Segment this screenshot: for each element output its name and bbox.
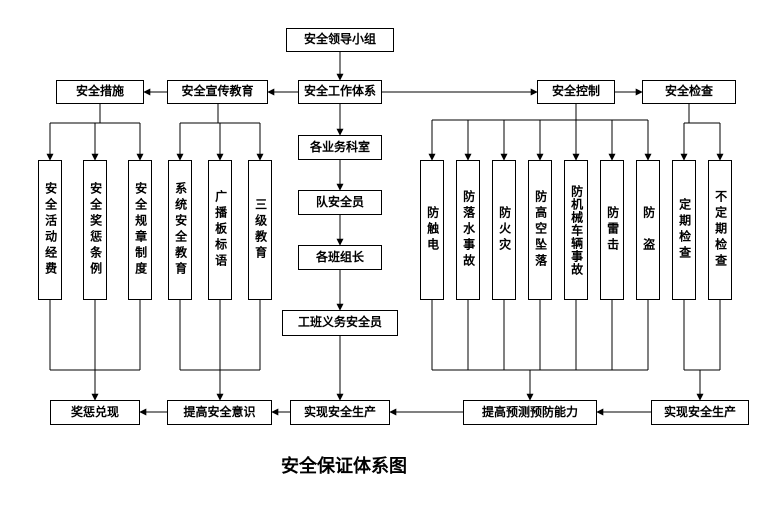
node-check: 安全检查: [642, 80, 736, 104]
node-bottom-2: 提高安全意识: [167, 400, 272, 425]
leaf-e1: 定期检查: [672, 160, 696, 300]
leaf-m2: 安全奖惩条例: [83, 160, 107, 300]
node-center-4: 工班义务安全员: [282, 310, 398, 336]
node-control: 安全控制: [537, 80, 615, 104]
node-propaganda: 安全宣传教育: [167, 80, 268, 104]
leaf-d5: 防机械车辆事故: [564, 160, 588, 300]
leaf-e2: 不定期检查: [708, 160, 732, 300]
diagram-title: 安全保证体系图: [281, 452, 407, 478]
leaf-m1: 安全活动经费: [38, 160, 62, 300]
node-center-2: 队安全员: [298, 190, 382, 215]
node-center-1: 各业务科室: [298, 135, 382, 160]
node-measures: 安全措施: [56, 80, 144, 104]
node-bottom-3: 实现安全生产: [290, 400, 390, 425]
leaf-d3: 防火灾: [492, 160, 516, 300]
node-worksystem: 安全工作体系: [298, 80, 382, 104]
leaf-d1: 防触电: [420, 160, 444, 300]
node-bottom-4: 提高预测预防能力: [463, 400, 597, 425]
leaf-p2: 广播板标语: [208, 160, 232, 300]
leaf-p1: 系统安全教育: [168, 160, 192, 300]
leaf-d6: 防雷击: [600, 160, 624, 300]
leaf-d7: 防 盗: [636, 160, 660, 300]
node-center-3: 各班组长: [298, 245, 382, 270]
node-bottom-1: 奖惩兑现: [50, 400, 140, 425]
leaf-p3: 三级教育: [248, 160, 272, 300]
flowchart-canvas: 安全领导小组 安全措施 安全宣传教育 安全工作体系 安全控制 安全检查 各业务科…: [0, 0, 760, 506]
leaf-m3: 安全规章制度: [128, 160, 152, 300]
node-bottom-5: 实现安全生产: [651, 400, 749, 425]
node-top: 安全领导小组: [286, 28, 394, 52]
leaf-d4: 防高空坠落: [528, 160, 552, 300]
leaf-d2: 防落水事故: [456, 160, 480, 300]
